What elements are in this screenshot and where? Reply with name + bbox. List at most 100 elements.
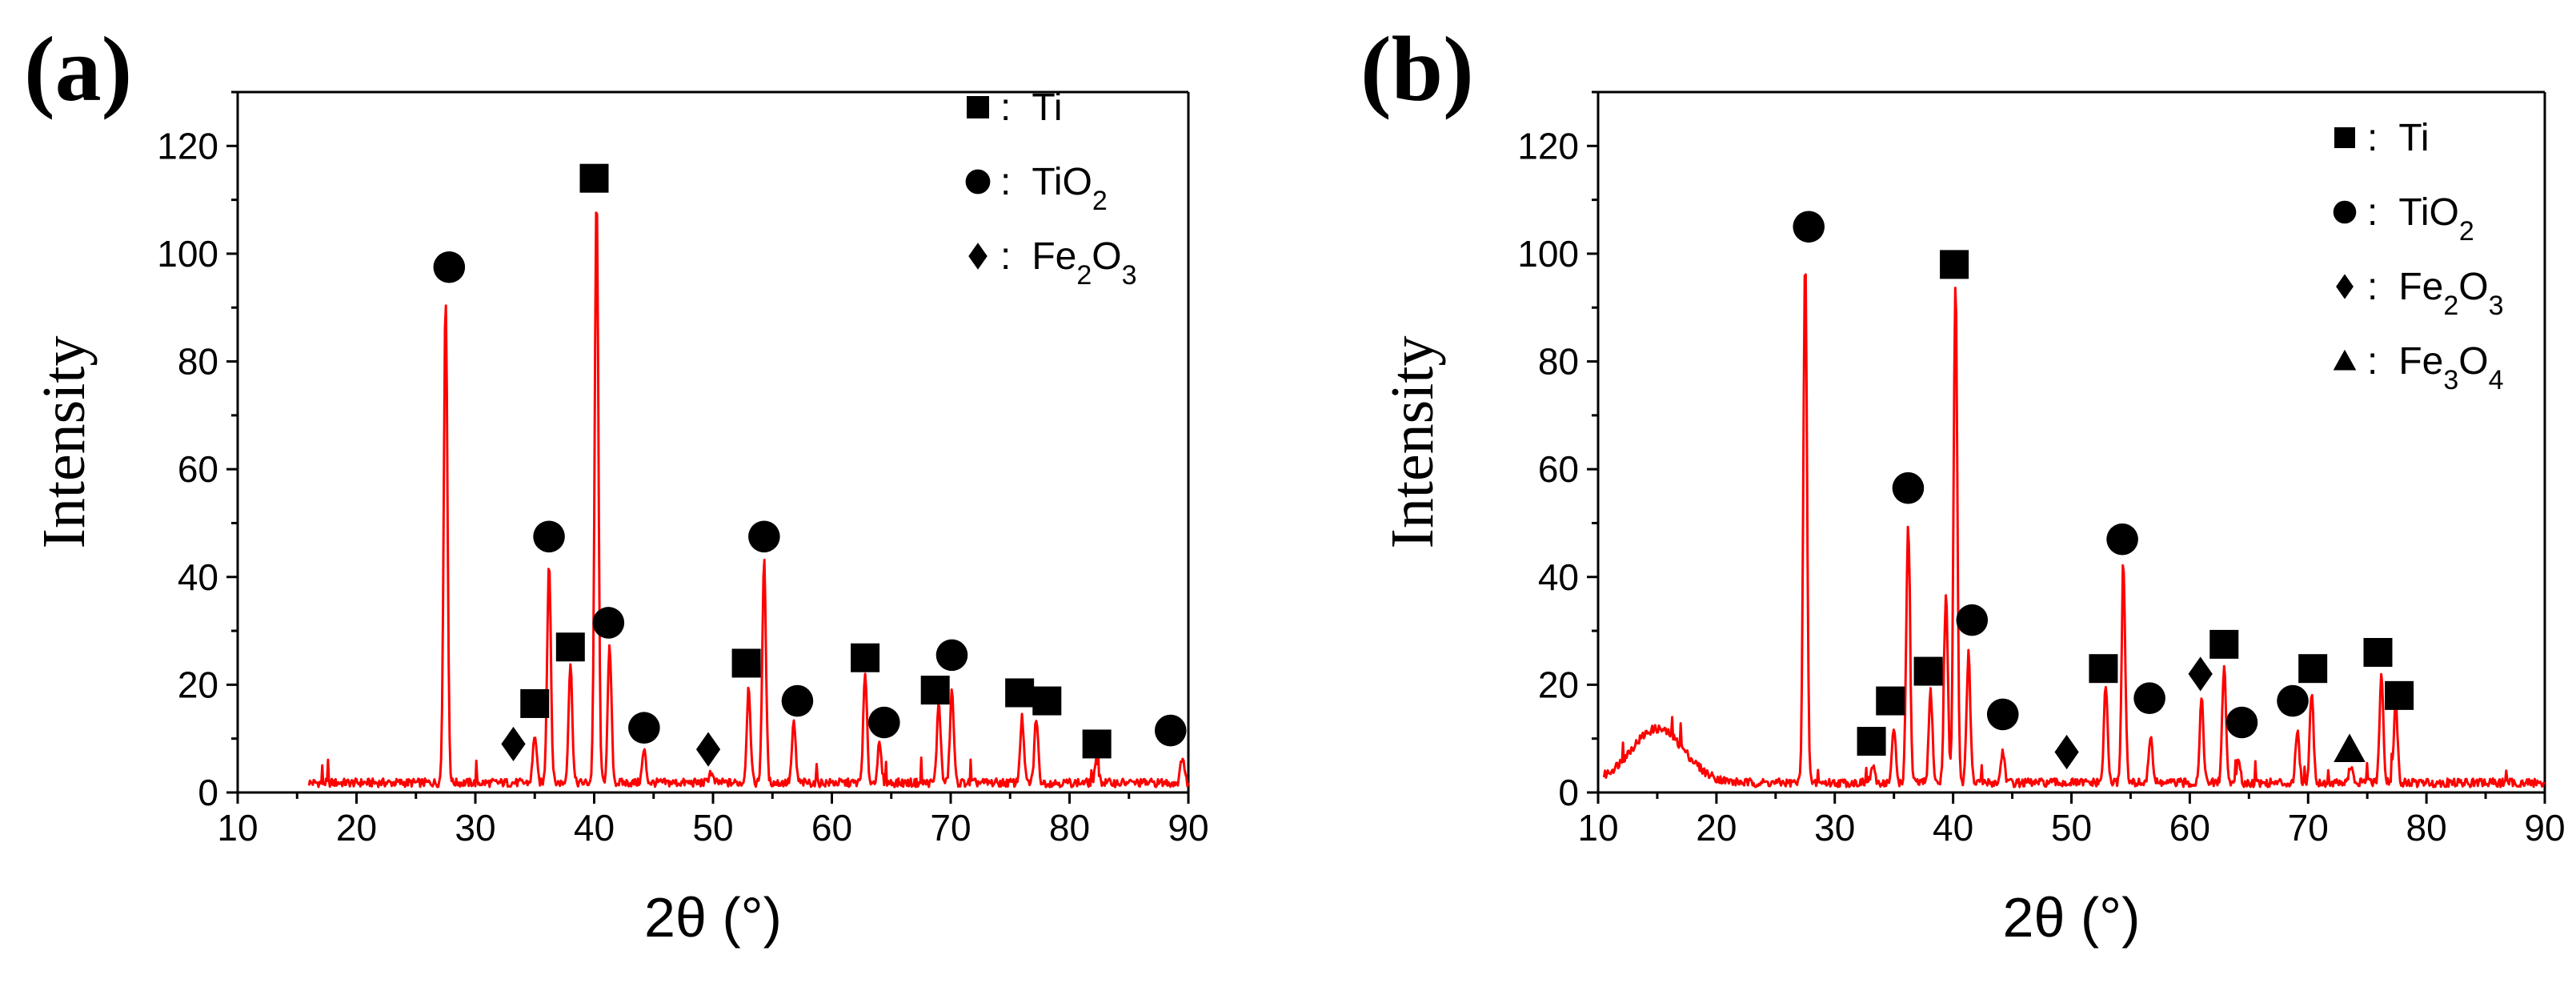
x-tick-label: 80 [2406,807,2447,849]
phase-marker-square [2385,680,2414,710]
panel-a: (a) 10 20 30 40 50 60 70 80 90 0 20 40 60 80 100 120 2θ (… [24,18,1209,949]
x-tick-label: 30 [1814,807,1855,849]
x-axis-title: 2θ (°) [2003,886,2141,949]
phase-marker-circle [748,520,780,553]
legend-separator: : [2367,340,2378,383]
y-tick-label: 100 [157,233,218,275]
phase-marker-circle [433,251,466,283]
legend-entry: : Ti [2367,117,2430,159]
x-tick-label: 40 [574,807,615,849]
legend-marker-square [2334,127,2355,148]
legend-name: Ti [2398,117,2429,159]
panel-b: (b) 10 20 30 40 50 60 70 80 90 0 20 40 60 80 100 120 2θ (… [1360,18,2566,949]
phase-marker-circle [2225,706,2258,739]
y-tick-label: 120 [1517,125,1579,167]
phase-marker-circle [935,639,968,672]
y-tick-label: 60 [1538,448,1579,490]
phase-marker-square [851,643,880,672]
phase-marker-circle [2106,523,2138,556]
phase-marker-circle [868,706,900,739]
legend-name2: O [1092,235,1121,278]
xrd-series-line [1602,273,2546,788]
x-tick-label: 50 [692,807,733,849]
phase-marker-square [1913,656,1943,686]
x-tick-label: 90 [2524,807,2565,849]
legend-separator: : [1000,161,1011,203]
phase-marker-circle [1154,714,1187,747]
xrd-series-line [307,211,1190,788]
x-tick-label: 80 [1049,807,1090,849]
legend-entry: : Ti [1000,86,1063,129]
phase-marker-circle [2277,684,2309,717]
phase-marker-square [520,688,550,718]
legend-subscript: 2 [2443,291,2458,321]
phase-marker-square [1005,678,1035,708]
legend-separator: : [1000,235,1011,278]
legend-entry: : Fe2O3 [2367,266,2504,321]
phase-marker-circle [2133,682,2165,715]
phase-marker-square [1032,686,1062,716]
x-tick-label: 30 [455,807,495,849]
panel-label: (a) [24,18,132,121]
phase-marker-square [2209,629,2239,659]
phase-marker-square [2298,654,2328,684]
y-tick-label: 0 [1558,772,1579,813]
legend-name2: O [2458,340,2488,383]
legend-marker-diamond [968,243,988,270]
y-axis-title: Intensity [30,336,98,549]
legend-marker-circle [965,169,991,195]
legend-entry: : Fe3O4 [2367,340,2504,395]
phase-marker-square [1876,686,1905,716]
y-tick-label: 40 [178,556,218,598]
y-axis-title: Intensity [1379,336,1446,549]
y-tick-label: 60 [178,448,218,490]
x-tick-label: 70 [2288,807,2329,849]
legend-name: TiO [1032,161,1092,203]
legend-separator: : [2367,117,2378,159]
phase-marker-circle [1892,471,1925,504]
phase-marker-circle [1986,698,2019,731]
phase-marker-square [731,648,761,678]
x-tick-label: 90 [1168,807,1208,849]
panel-label: (b) [1360,18,1474,121]
phase-marker-circle [533,520,565,553]
x-tick-label: 20 [336,807,377,849]
y-tick-label: 20 [1538,664,1579,705]
x-tick-label: 10 [217,807,258,849]
x-tick-label: 70 [930,807,971,849]
phase-marker-triangle [2334,733,2366,762]
legend-marker-circle [2333,200,2357,224]
legend-name2: O [2458,266,2488,308]
y-tick-label: 80 [1538,341,1579,383]
x-tick-label: 10 [1577,807,1618,849]
legend-separator: : [1000,86,1011,129]
legend-name: Fe [2398,340,2443,383]
legend-marker-triangle [2333,349,2357,371]
x-tick-label: 60 [2169,807,2210,849]
legend-subscript: 2 [1076,260,1092,291]
phase-marker-diamond [2054,734,2079,770]
legend-name: Ti [1032,86,1062,129]
phase-marker-circle [628,712,660,744]
y-tick-label: 40 [1538,556,1579,598]
y-tick-label: 100 [1517,233,1579,275]
x-tick-label: 40 [1933,807,1973,849]
phase-marker-circle [592,607,625,639]
phase-marker-diamond [2188,656,2213,692]
legend-subscript2: 3 [2489,291,2504,321]
legend-subscript: 2 [1092,186,1108,216]
x-tick-label: 50 [2051,807,2092,849]
legend-entry: : TiO2 [1000,161,1108,216]
phase-marker-diamond [501,726,526,762]
phase-marker-circle [781,684,814,717]
y-tick-label: 0 [198,772,218,813]
legend-marker-square [967,96,989,118]
phase-marker-square [1940,250,1969,279]
phase-marker-square [2089,654,2118,684]
phase-marker-circle [1793,211,1825,243]
phase-marker-square [555,632,585,662]
x-tick-label: 60 [811,807,852,849]
y-tick-label: 120 [157,125,218,167]
x-axis-title: 2θ (°) [644,886,782,949]
